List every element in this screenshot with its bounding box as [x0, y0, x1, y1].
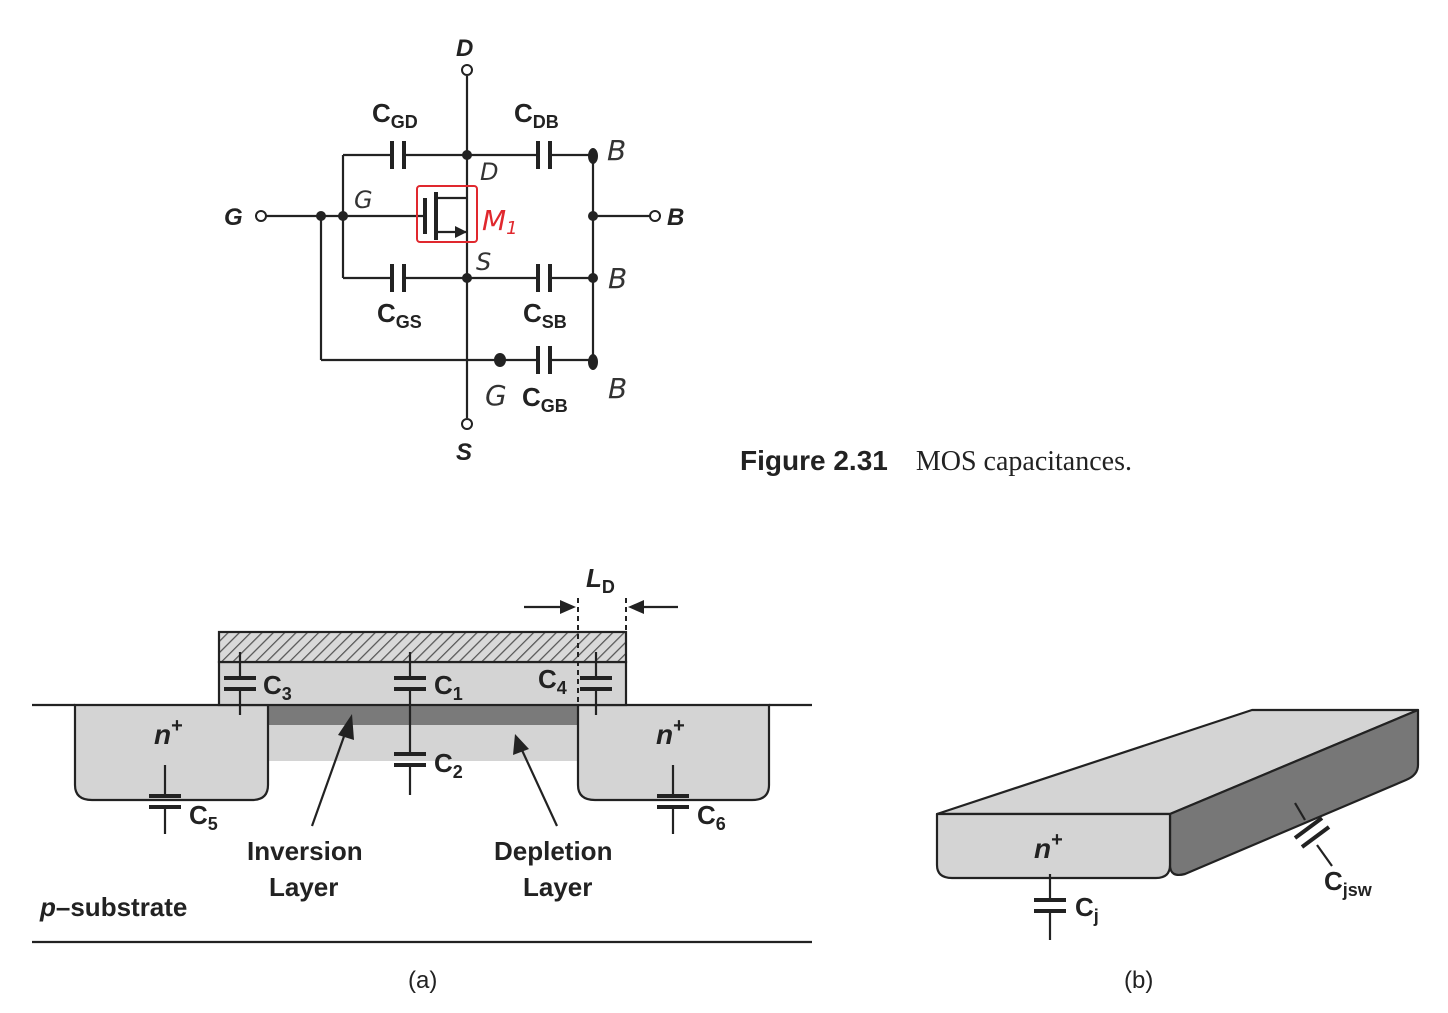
- gate-poly: [217, 630, 628, 664]
- handwritten-d: D: [480, 158, 498, 186]
- source-label: S: [456, 439, 472, 466]
- bulk-terminal: [649, 210, 661, 222]
- sublabel-b: (b): [1124, 967, 1153, 994]
- gate-terminal: [255, 210, 267, 222]
- source-terminal: [461, 418, 473, 430]
- inversion-layer: [268, 705, 578, 725]
- block-front-face: [935, 812, 1172, 880]
- cgb-label: CGB: [522, 382, 568, 416]
- drain-label: D: [456, 35, 473, 62]
- handwritten-s: S: [476, 248, 491, 276]
- block-side-face: [1168, 708, 1420, 877]
- bulk-label: B: [667, 204, 684, 231]
- handwritten-b-bottom: B: [608, 372, 627, 405]
- n-plus-block-label: n+: [1034, 829, 1063, 864]
- n-plus-left-label: n+: [154, 715, 183, 750]
- c3-label: C3: [263, 670, 292, 704]
- cgs-label: CGS: [377, 298, 422, 332]
- handwritten-b-mid: B: [608, 262, 627, 295]
- inversion-layer-label-2: Layer: [269, 872, 338, 902]
- depletion-layer-label-1: Depletion: [494, 836, 612, 866]
- n-plus-left-region: [73, 703, 270, 802]
- ld-label: LD: [586, 563, 615, 597]
- mos-capacitance-schematic: D S G B M1 CGD: [224, 35, 684, 466]
- handwritten-g-bottom: G: [485, 379, 507, 412]
- cgd-label: CGD: [372, 98, 418, 132]
- cdb-label: CDB: [514, 98, 559, 132]
- nmos-transistor-symbol: [423, 192, 467, 240]
- m1-highlight-box: [416, 185, 478, 243]
- m1-handwritten: M1: [482, 204, 518, 239]
- c5-label: C5: [189, 800, 218, 834]
- csb-label: CSB: [523, 298, 567, 332]
- c4-label: C4: [538, 664, 567, 698]
- n-plus-right-region: [576, 703, 771, 802]
- c2-label: C2: [434, 748, 463, 782]
- handwritten-b-top: B: [607, 134, 626, 167]
- gate-label: G: [224, 204, 243, 231]
- n-plus-right-label: n+: [656, 715, 685, 750]
- substrate-label: p–substrate: [39, 892, 187, 922]
- drain-terminal: [461, 64, 473, 76]
- mos-cross-section: LD C3 C1 C2 C4 n+ n+ C5: [32, 563, 812, 994]
- gate-oxide: [217, 660, 628, 707]
- cjsw-label: Cjsw: [1324, 866, 1373, 900]
- figure-2-31-caption: Figure 2.31 MOS capacitances.: [740, 445, 1132, 477]
- sublabel-a: (a): [408, 967, 437, 994]
- inversion-layer-label-1: Inversion: [247, 836, 363, 866]
- cj-label: Cj: [1075, 892, 1099, 926]
- handwritten-g: G: [354, 186, 373, 214]
- depletion-layer-label-2: Layer: [523, 872, 592, 902]
- c1-label: C1: [434, 670, 463, 704]
- junction-block-3d: n+ Cj Cjsw (b): [935, 708, 1420, 994]
- c6-label: C6: [697, 800, 726, 834]
